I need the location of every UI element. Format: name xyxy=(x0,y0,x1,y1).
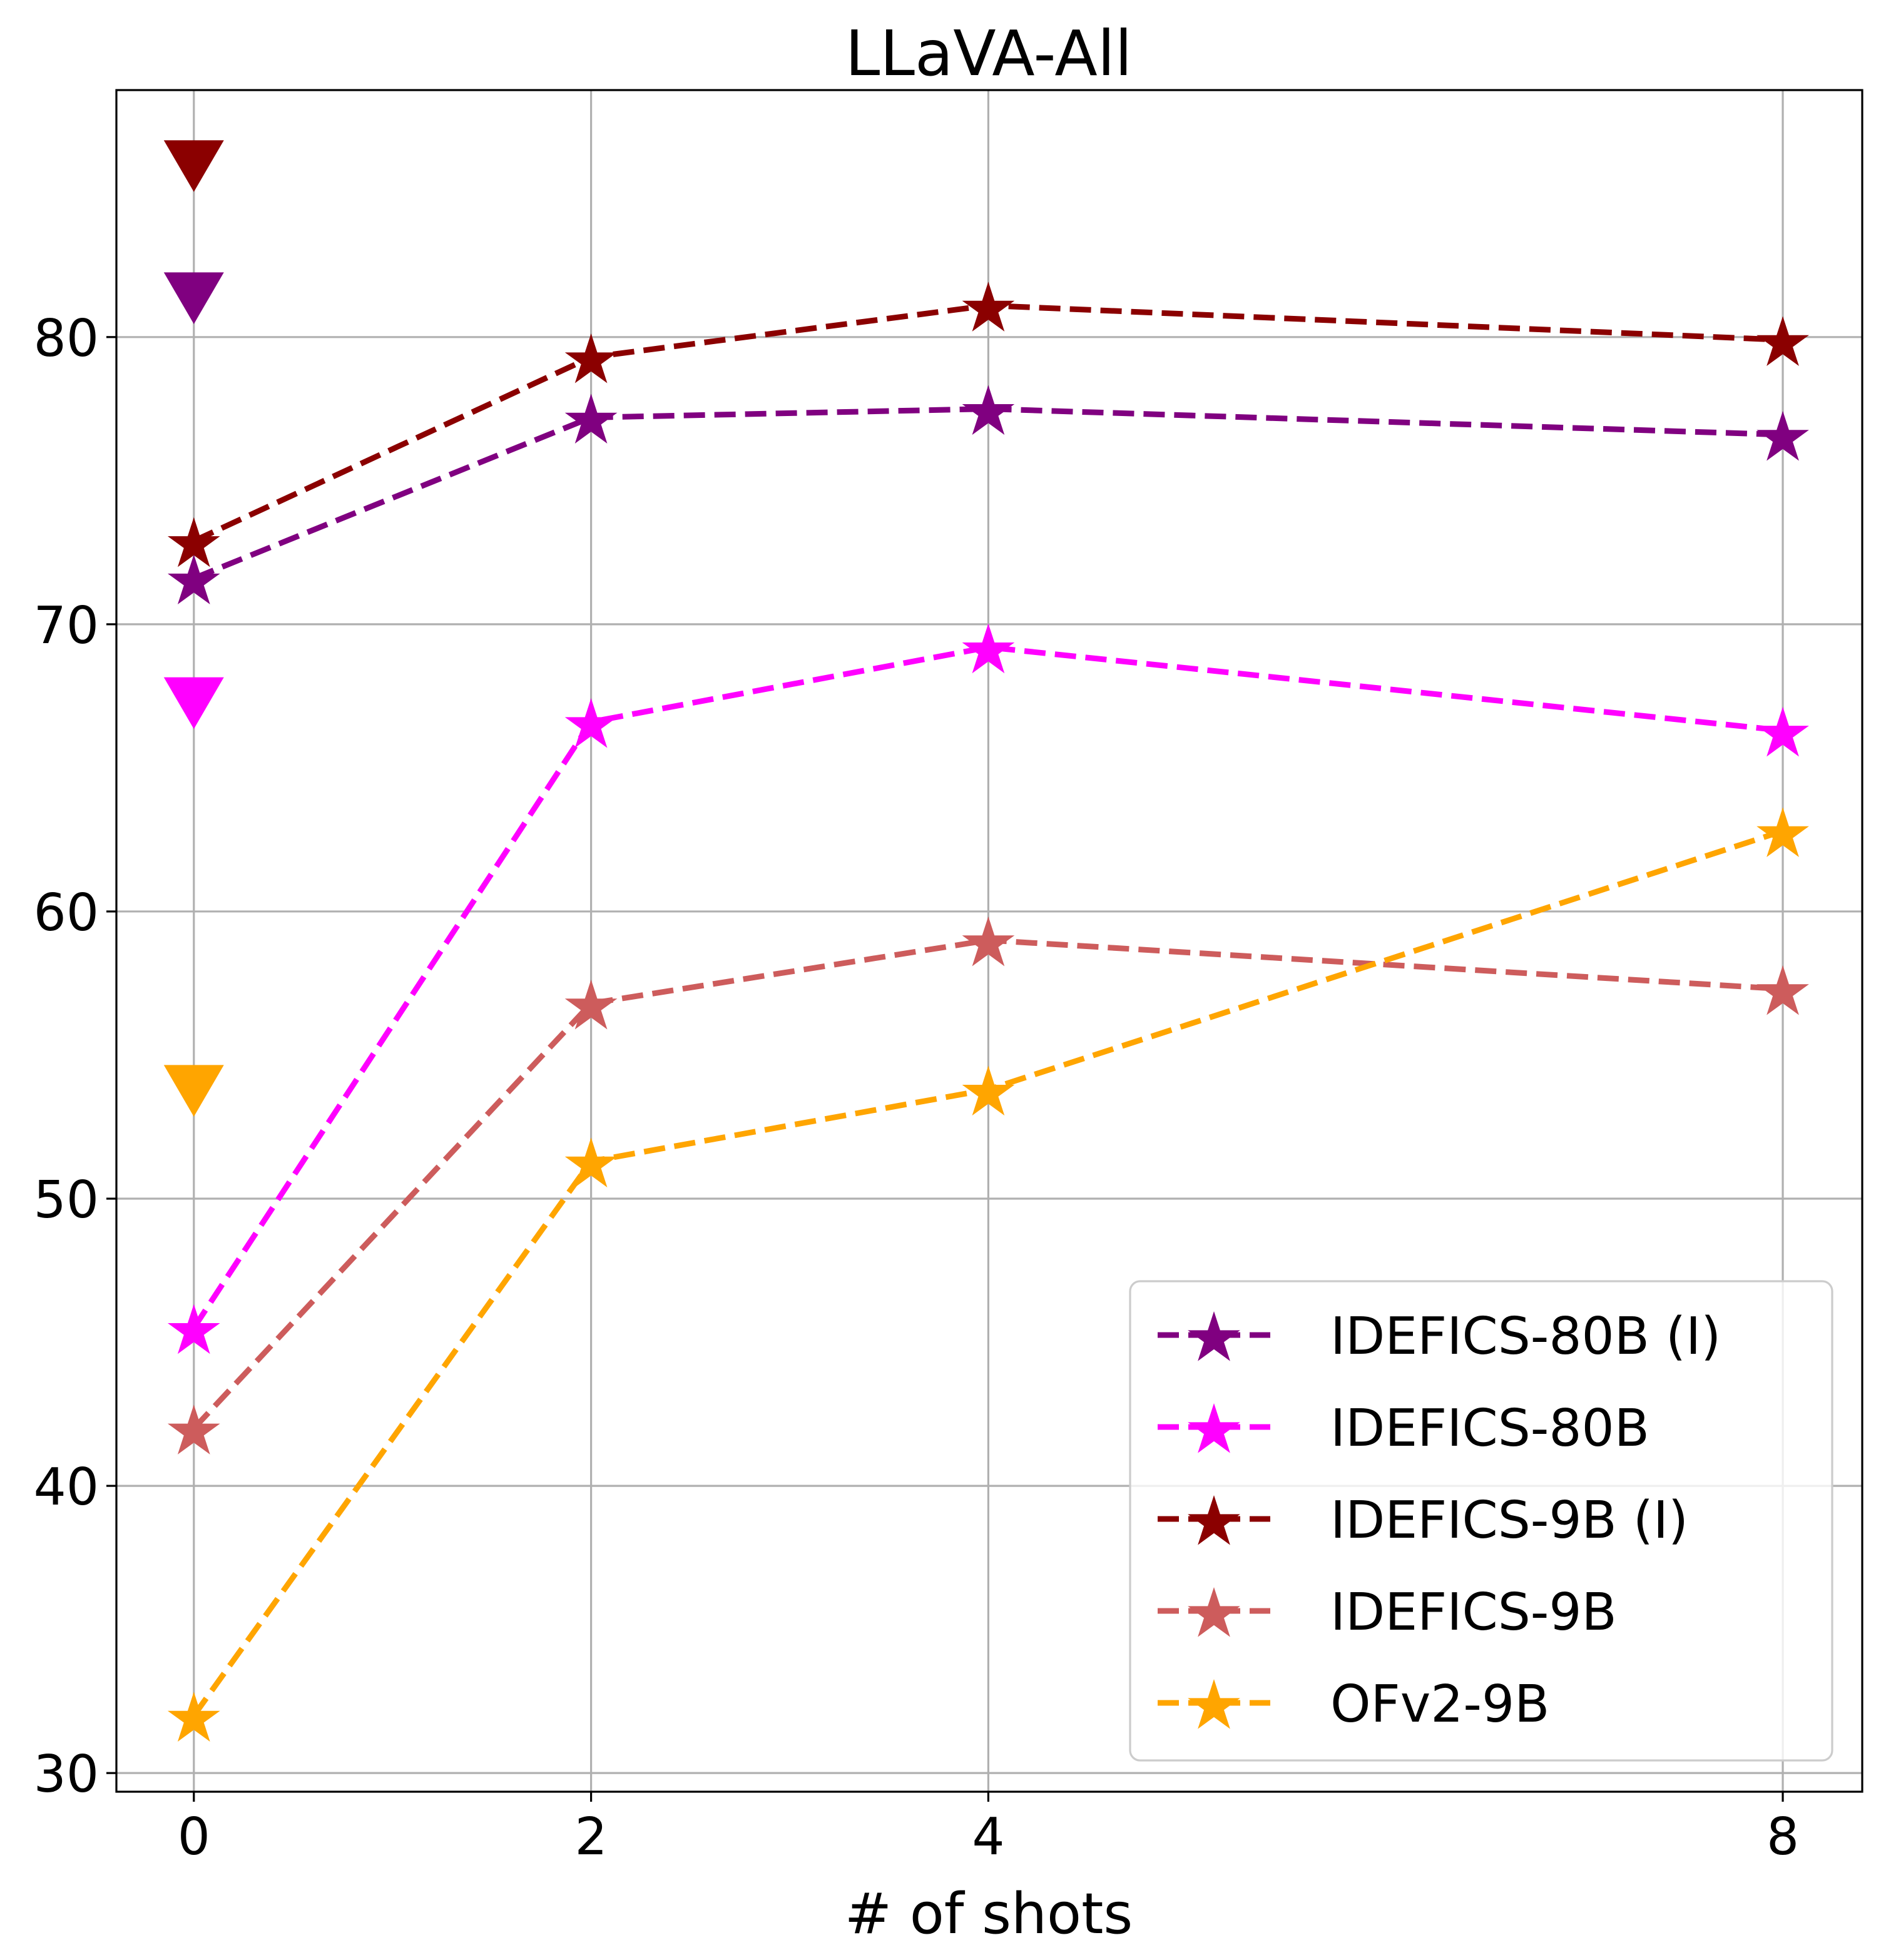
legend-star-marker xyxy=(1188,1679,1240,1729)
triangle-marker xyxy=(163,677,224,729)
series-lines xyxy=(191,302,1784,1717)
star-marker xyxy=(1756,410,1809,461)
star-marker xyxy=(1756,807,1809,857)
markers xyxy=(163,140,1809,1742)
star-marker xyxy=(564,698,618,748)
star-marker xyxy=(564,394,618,444)
legend-item: IDEFICS-9B (I) xyxy=(1158,1491,1688,1550)
legend-star-marker xyxy=(1188,1495,1240,1545)
star-marker xyxy=(167,1304,220,1354)
star-marker xyxy=(962,385,1015,435)
triangle-marker xyxy=(163,272,224,324)
star-marker xyxy=(962,1065,1015,1116)
star-marker xyxy=(564,979,618,1030)
x-tick-label: 8 xyxy=(1766,1807,1799,1867)
series-line xyxy=(191,937,1783,1431)
star-marker xyxy=(167,1404,220,1455)
y-axis-ticks: 30 40 50 60 70 80 xyxy=(34,309,116,1804)
y-tick-label: 30 xyxy=(34,1745,99,1804)
star-marker xyxy=(167,517,220,567)
y-tick-label: 60 xyxy=(34,883,99,943)
legend-star-marker xyxy=(1188,1403,1240,1453)
x-tick-label: 4 xyxy=(972,1807,1004,1867)
star-marker xyxy=(167,554,220,605)
y-tick-label: 80 xyxy=(34,309,99,368)
legend-label: IDEFICS-9B xyxy=(1330,1583,1617,1642)
series-line xyxy=(192,302,1783,544)
legend-item: IDEFICS-80B (I) xyxy=(1158,1307,1721,1366)
legend-box xyxy=(1129,1280,1833,1762)
star-marker xyxy=(1756,706,1809,757)
y-tick-label: 70 xyxy=(34,596,99,656)
legend-label: IDEFICS-80B (I) xyxy=(1330,1307,1721,1366)
x-axis-ticks: 0 2 4 8 xyxy=(178,1792,1799,1867)
x-tick-label: 2 xyxy=(575,1807,608,1867)
chart-title: LLaVA-All xyxy=(845,17,1133,90)
series-line xyxy=(191,644,1783,1330)
star-marker xyxy=(962,282,1015,332)
legend-label: OFv2-9B xyxy=(1330,1675,1549,1734)
star-marker xyxy=(962,916,1015,967)
series-line xyxy=(193,406,1783,581)
legend-item: OFv2-9B xyxy=(1158,1675,1549,1734)
y-tick-label: 40 xyxy=(34,1458,99,1517)
legend-label: IDEFICS-80B xyxy=(1330,1399,1649,1458)
star-marker xyxy=(564,1137,618,1187)
x-tick-label: 0 xyxy=(178,1807,210,1867)
legend-star-marker xyxy=(1188,1587,1240,1637)
star-marker xyxy=(962,623,1015,674)
legend-item: IDEFICS-80B xyxy=(1158,1399,1649,1458)
star-marker xyxy=(564,333,618,383)
legend-label: IDEFICS-9B (I) xyxy=(1330,1491,1688,1550)
star-marker xyxy=(1756,965,1809,1015)
y-tick-label: 50 xyxy=(34,1170,99,1230)
x-axis-label: # of shots xyxy=(845,1881,1133,1947)
legend: IDEFICS-80B (I) IDEFICS-80B IDEFICS-9B (I)… xyxy=(1129,1280,1833,1762)
triangle-marker xyxy=(163,140,224,192)
star-marker xyxy=(1756,316,1809,366)
triangle-marker xyxy=(163,1065,224,1117)
legend-item: IDEFICS-9B xyxy=(1158,1583,1617,1642)
legend-star-marker xyxy=(1188,1311,1240,1361)
series-line xyxy=(191,828,1784,1717)
star-marker xyxy=(167,1692,220,1742)
